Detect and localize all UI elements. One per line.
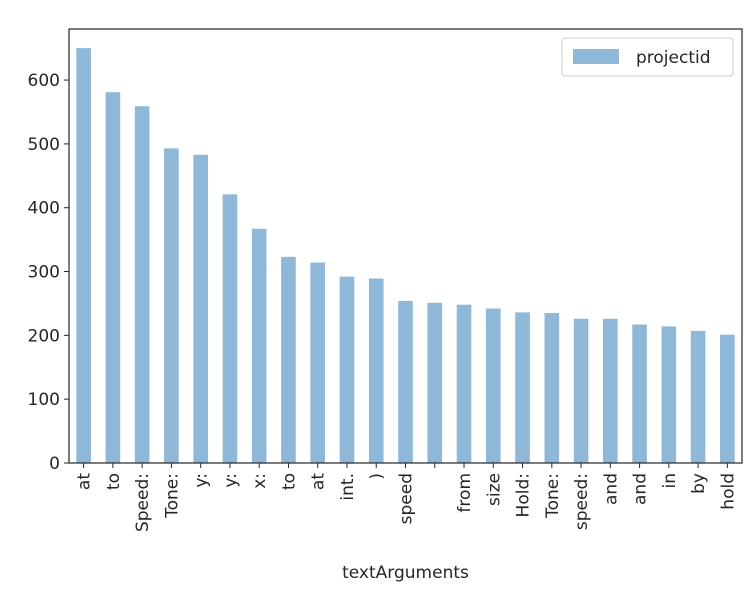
x-tick-label-16: Tone:: [543, 473, 563, 519]
x-tick-label-17: speed:: [572, 473, 592, 530]
x-tick-label-1: to: [104, 473, 124, 490]
bar-11: [398, 300, 413, 463]
x-tick-label-9: int.: [338, 473, 358, 501]
x-tick-label-15: Hold:: [514, 473, 534, 517]
x-tick-label-4: y:: [192, 473, 212, 488]
y-axis: 0 100 200 300 400 500 600: [28, 71, 69, 474]
bar-6: [251, 228, 267, 463]
x-tick-label-5: y:: [221, 473, 241, 488]
y-tick-label-4: 400: [28, 199, 60, 219]
x-tick-label-8: at: [309, 473, 329, 490]
bar-0: [76, 48, 91, 463]
x-tick-label-2: Speed:: [133, 473, 153, 532]
x-tick-label-22: hold: [718, 473, 738, 510]
y-tick-label-0: 0: [49, 454, 60, 474]
bar-9: [339, 276, 355, 463]
x-tick-label-7: to: [279, 473, 299, 490]
bar-18: [603, 318, 618, 463]
x-tick-label-13: from: [455, 473, 475, 513]
x-tick-label-11: speed: [397, 473, 417, 524]
bar-15: [515, 312, 530, 463]
x-tick-label-10: ): [367, 473, 387, 480]
bar-12: [427, 302, 443, 463]
legend-swatch: [573, 49, 619, 64]
x-tick-label-19: and: [631, 473, 651, 505]
x-tick-label-0: at: [75, 473, 95, 490]
x-tick-label-20: in: [660, 473, 680, 489]
x-axis: at to Speed: Tone: y: y: x: to at int.) speed from s…: [75, 463, 738, 532]
bars-group: [76, 48, 735, 463]
bar-5: [222, 194, 238, 463]
x-axis-label: textArguments: [342, 563, 469, 583]
x-tick-label-14: size: [484, 473, 504, 506]
y-tick-label-5: 500: [28, 135, 60, 155]
bar-14: [485, 308, 501, 463]
bar-10: [368, 278, 384, 463]
y-tick-label-2: 200: [28, 326, 60, 346]
x-tick-label-3: Tone:: [162, 473, 182, 519]
x-tick-label-21: by: [689, 473, 709, 494]
x-tick-label-6: x:: [250, 473, 270, 489]
bar-19: [632, 324, 647, 463]
bar-22: [720, 334, 735, 463]
bar-1: [105, 92, 121, 463]
legend-box: [561, 37, 734, 77]
bar-4: [193, 154, 208, 463]
y-tick-label-6: 600: [28, 71, 60, 91]
bar-3: [164, 148, 179, 463]
bar-7: [281, 256, 296, 463]
bar-17: [573, 318, 589, 463]
x-tick-label-18: and: [601, 473, 621, 505]
bar-21: [690, 330, 706, 463]
bar-13: [456, 304, 472, 463]
bar-20: [661, 326, 677, 463]
bar-2: [134, 106, 150, 463]
legend: projectid: [561, 37, 734, 77]
y-tick-label-3: 300: [28, 263, 60, 283]
y-tick-label-1: 100: [28, 390, 60, 410]
legend-label: projectid: [636, 48, 711, 68]
bar-16: [544, 313, 560, 463]
bar-8: [310, 262, 326, 463]
